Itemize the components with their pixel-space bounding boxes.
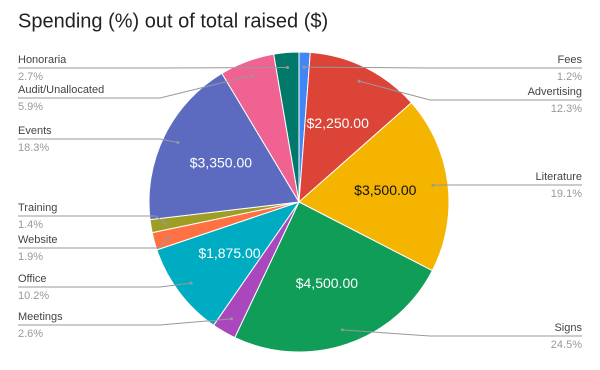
slice-label: Meetings [18, 311, 63, 323]
slice-percent: 10.2% [18, 290, 49, 302]
slice-amount: $3,500.00 [354, 182, 416, 198]
leader-line [18, 66, 288, 69]
leader-dot [357, 79, 361, 83]
leader-dot [250, 73, 254, 77]
slice-label: Advertising [528, 86, 582, 98]
leader-line [18, 282, 192, 288]
slice-percent: 24.5% [551, 339, 582, 351]
slice-label: Honoraria [18, 54, 67, 66]
slice-percent: 12.3% [551, 103, 582, 115]
slice-label: Office [18, 273, 47, 285]
pie-slice [148, 72, 300, 221]
leader-line [18, 138, 178, 143]
slice-percent: 2.7% [18, 71, 43, 83]
slice-label: Signs [554, 322, 582, 334]
slice-label: Audit/Unallocated [18, 84, 104, 96]
pie-slice [273, 51, 300, 203]
leader-line [18, 237, 170, 249]
slice-label: Training [18, 202, 57, 214]
slice-percent: 1.9% [18, 251, 43, 263]
leader-dot [431, 183, 435, 187]
leader-line [358, 80, 582, 101]
leader-line [304, 66, 582, 69]
leader-dot [302, 65, 306, 69]
leader-line [18, 318, 232, 326]
slice-amount: $4,500.00 [296, 275, 358, 291]
leader-dot [189, 281, 193, 285]
slice-percent: 18.3% [18, 142, 49, 154]
slice-percent: 19.1% [551, 188, 582, 200]
leader-dot [176, 140, 180, 144]
leader-line [18, 74, 253, 99]
leader-dot [340, 328, 344, 332]
slice-label: Literature [536, 171, 582, 183]
leader-line [342, 329, 582, 337]
slice-label: Website [18, 234, 58, 246]
pie-slice [298, 102, 450, 272]
slice-amount: $1,875.00 [198, 245, 260, 261]
leader-dot [286, 65, 290, 69]
slice-label: Events [18, 125, 52, 137]
leader-dot [167, 235, 171, 239]
slice-amount: $3,350.00 [190, 154, 252, 170]
slice-percent: 5.9% [18, 101, 43, 113]
pie-slice [156, 201, 301, 327]
leader-dot [229, 317, 233, 321]
leader-line [18, 215, 167, 225]
slice-percent: 1.4% [18, 219, 43, 231]
leader-dot [164, 222, 168, 226]
slice-label: Fees [558, 54, 583, 66]
chart-title: Spending (%) out of total raised ($) [18, 10, 328, 32]
slice-amount: $2,250.00 [307, 115, 369, 131]
slice-percent: 1.2% [557, 71, 582, 83]
pie-slice [234, 201, 434, 353]
slice-percent: 2.6% [18, 328, 43, 340]
